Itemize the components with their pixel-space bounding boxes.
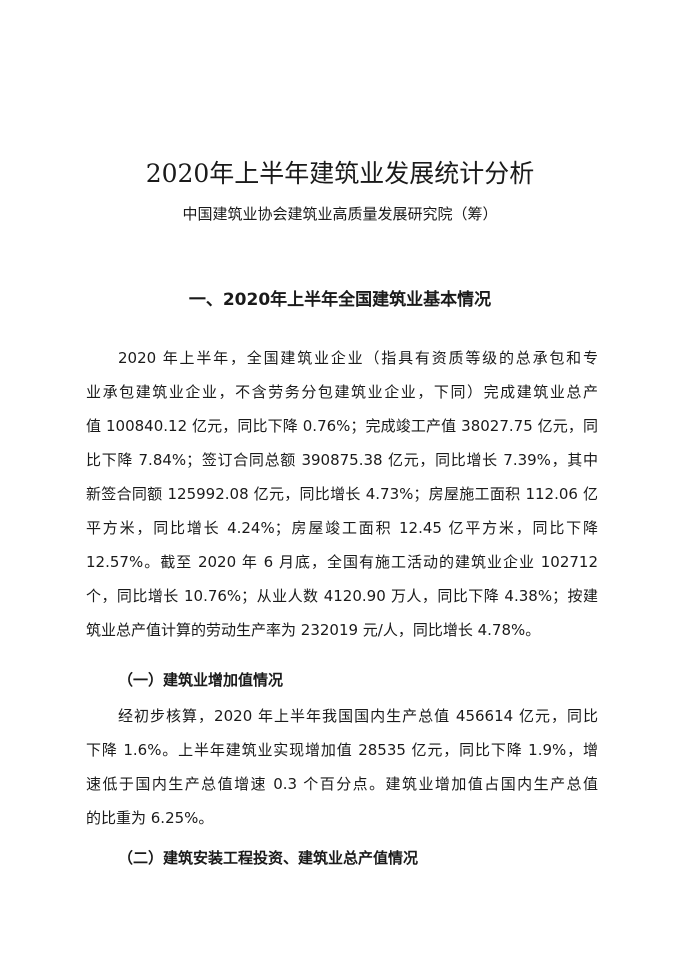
document-author: 中国建筑业协会建筑业高质量发展研究院（筹）	[182, 205, 498, 223]
paragraph-overview: 2020 年上半年，全国建筑业企业（指具有资质等级的总承包和专 业承包建筑业企业…	[86, 341, 598, 647]
document-title: 2020年上半年建筑业发展统计分析	[145, 159, 535, 188]
subheading-investment: （二）建筑安装工程投资、建筑业总产值情况	[118, 849, 419, 867]
paragraph-line: 业承包建筑业企业，不含劳务分包建筑业企业，下同）完成建筑业总产	[86, 383, 598, 401]
subheading-value-added: （一）建筑业增加值情况	[118, 671, 284, 689]
paragraph-line: 12.57%。截至 2020 年 6 月底，全国有施工活动的建筑业企业 1027…	[86, 553, 598, 571]
paragraph-line: 值 100840.12 亿元，同比下降 0.76%；完成竣工产值 38027.7…	[86, 417, 598, 435]
paragraph-line: 2020 年上半年，全国建筑业企业（指具有资质等级的总承包和专	[118, 349, 598, 367]
paragraph-line: 比下降 7.84%；签订合同总额 390875.38 亿元，同比增长 7.39%…	[86, 451, 598, 469]
paragraph-line: 平方米，同比增长 4.24%；房屋竣工面积 12.45 亿平方米，同比下降	[86, 519, 598, 537]
paragraph-line: 下降 1.6%。上半年建筑业实现增加值 28535 亿元，同比下降 1.9%，增	[86, 741, 598, 759]
paragraph-line: 速低于国内生产总值增速 0.3 个百分点。建筑业增加值占国内生产总值	[86, 775, 598, 793]
paragraph-line: 个，同比增长 10.76%；从业人数 4120.90 万人，同比下降 4.38%…	[86, 587, 598, 605]
paragraph-line: 的比重为 6.25%。	[86, 809, 214, 827]
paragraph-value-added: 经初步核算，2020 年上半年我国国内生产总值 456614 亿元，同比 下降 …	[86, 699, 598, 835]
section-heading: 一、2020年上半年全国建筑业基本情况	[188, 290, 492, 310]
paragraph-line: 经初步核算，2020 年上半年我国国内生产总值 456614 亿元，同比	[118, 707, 598, 725]
paragraph-line: 筑业总产值计算的劳动生产率为 232019 元/人，同比增长 4.78%。	[86, 621, 541, 639]
paragraph-line: 新签合同额 125992.08 亿元，同比增长 4.73%；房屋施工面积 112…	[86, 485, 598, 503]
